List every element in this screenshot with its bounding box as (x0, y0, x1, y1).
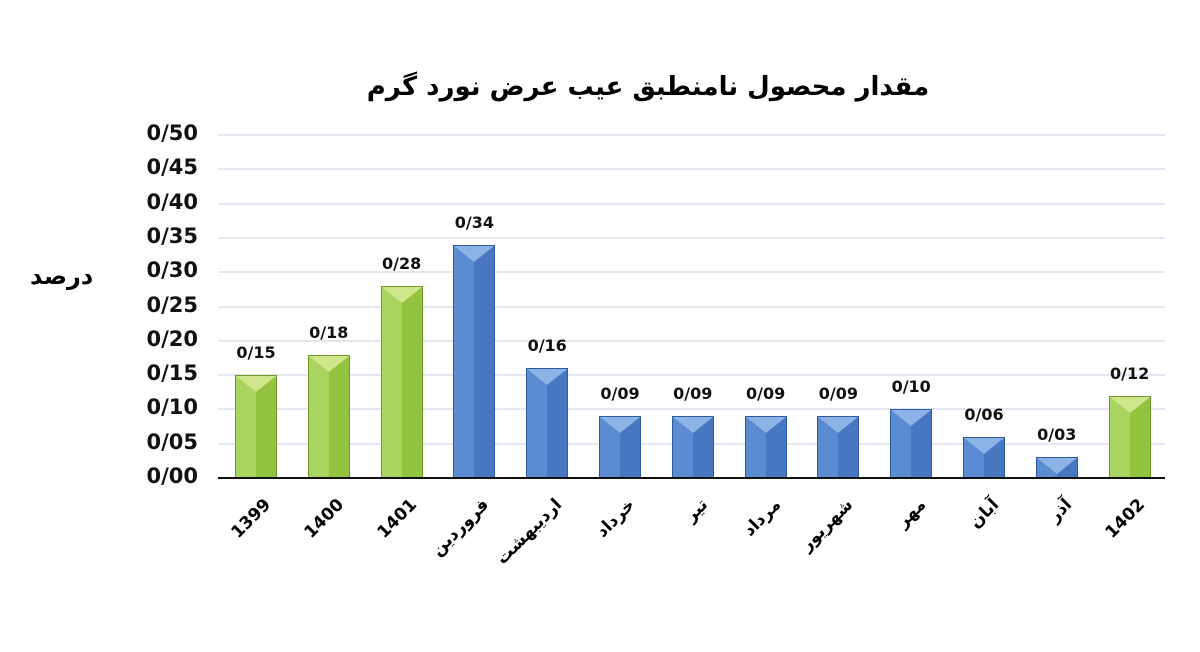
bar (963, 436, 1005, 478)
y-tick-label: 0/15 (146, 361, 198, 386)
bar-bevel (1109, 396, 1150, 413)
y-tick-label: 0/10 (146, 395, 198, 420)
bar-bevel (308, 355, 349, 372)
bar (526, 368, 569, 478)
y-tick-label: 0/40 (146, 189, 198, 214)
bar (1108, 395, 1151, 478)
x-axis-line (218, 477, 1165, 479)
data-label: 0/34 (454, 212, 495, 232)
bar-bevel (672, 417, 713, 434)
bar-bevel (818, 417, 859, 434)
bar-bevel (1036, 458, 1077, 475)
bar-bevel (964, 437, 1004, 454)
y-tick-label: 0/50 (146, 121, 198, 145)
bar-bevel (600, 417, 640, 434)
data-label: 0/09 (818, 384, 859, 404)
data-label: 0/28 (381, 253, 422, 273)
bar (671, 416, 714, 478)
chart-title: مقدار محصول نامنطبق عیب عرض نورد گرم (366, 72, 930, 102)
bar (744, 416, 787, 478)
bar (380, 285, 423, 478)
gridline (218, 202, 1165, 205)
bar (817, 416, 860, 478)
bar-bevel (454, 245, 495, 262)
data-label: 0/10 (891, 377, 931, 397)
data-label: 0/09 (600, 384, 640, 404)
y-tick-label: 0/30 (146, 258, 198, 283)
gridline (218, 305, 1165, 308)
data-label: 0/03 (1037, 425, 1077, 445)
y-tick-label: 0/05 (146, 429, 198, 454)
bar (890, 409, 933, 478)
gridline (218, 236, 1165, 239)
gridline (218, 374, 1165, 377)
bar-bevel (381, 286, 422, 303)
y-tick-label: 0/20 (146, 326, 198, 351)
gridline (218, 271, 1165, 274)
y-tick-label: 0/00 (146, 464, 198, 488)
data-label: 0/09 (673, 384, 713, 404)
y-tick-label: 0/45 (146, 155, 198, 180)
data-label: 0/12 (1109, 363, 1150, 383)
bar-bevel (236, 376, 276, 393)
gridline (218, 168, 1165, 171)
bar (307, 354, 350, 478)
bar (453, 244, 496, 478)
gridline (218, 134, 1165, 136)
data-label: 0/06 (964, 404, 1004, 424)
y-tick-label: 0/35 (146, 223, 198, 248)
data-label: 0/15 (236, 343, 276, 363)
y-axis-label: درصد (30, 262, 94, 290)
data-label: 0/16 (527, 336, 567, 356)
bar (235, 375, 277, 478)
bar-bevel (527, 369, 568, 386)
bar (599, 416, 641, 478)
gridline (218, 408, 1165, 411)
bar-bevel (745, 417, 786, 434)
data-label: 0/09 (745, 384, 786, 404)
gridline (218, 339, 1165, 342)
data-label: 0/18 (309, 322, 349, 342)
bar-bevel (891, 410, 932, 427)
y-tick-label: 0/25 (146, 292, 198, 317)
bar (1035, 457, 1078, 478)
